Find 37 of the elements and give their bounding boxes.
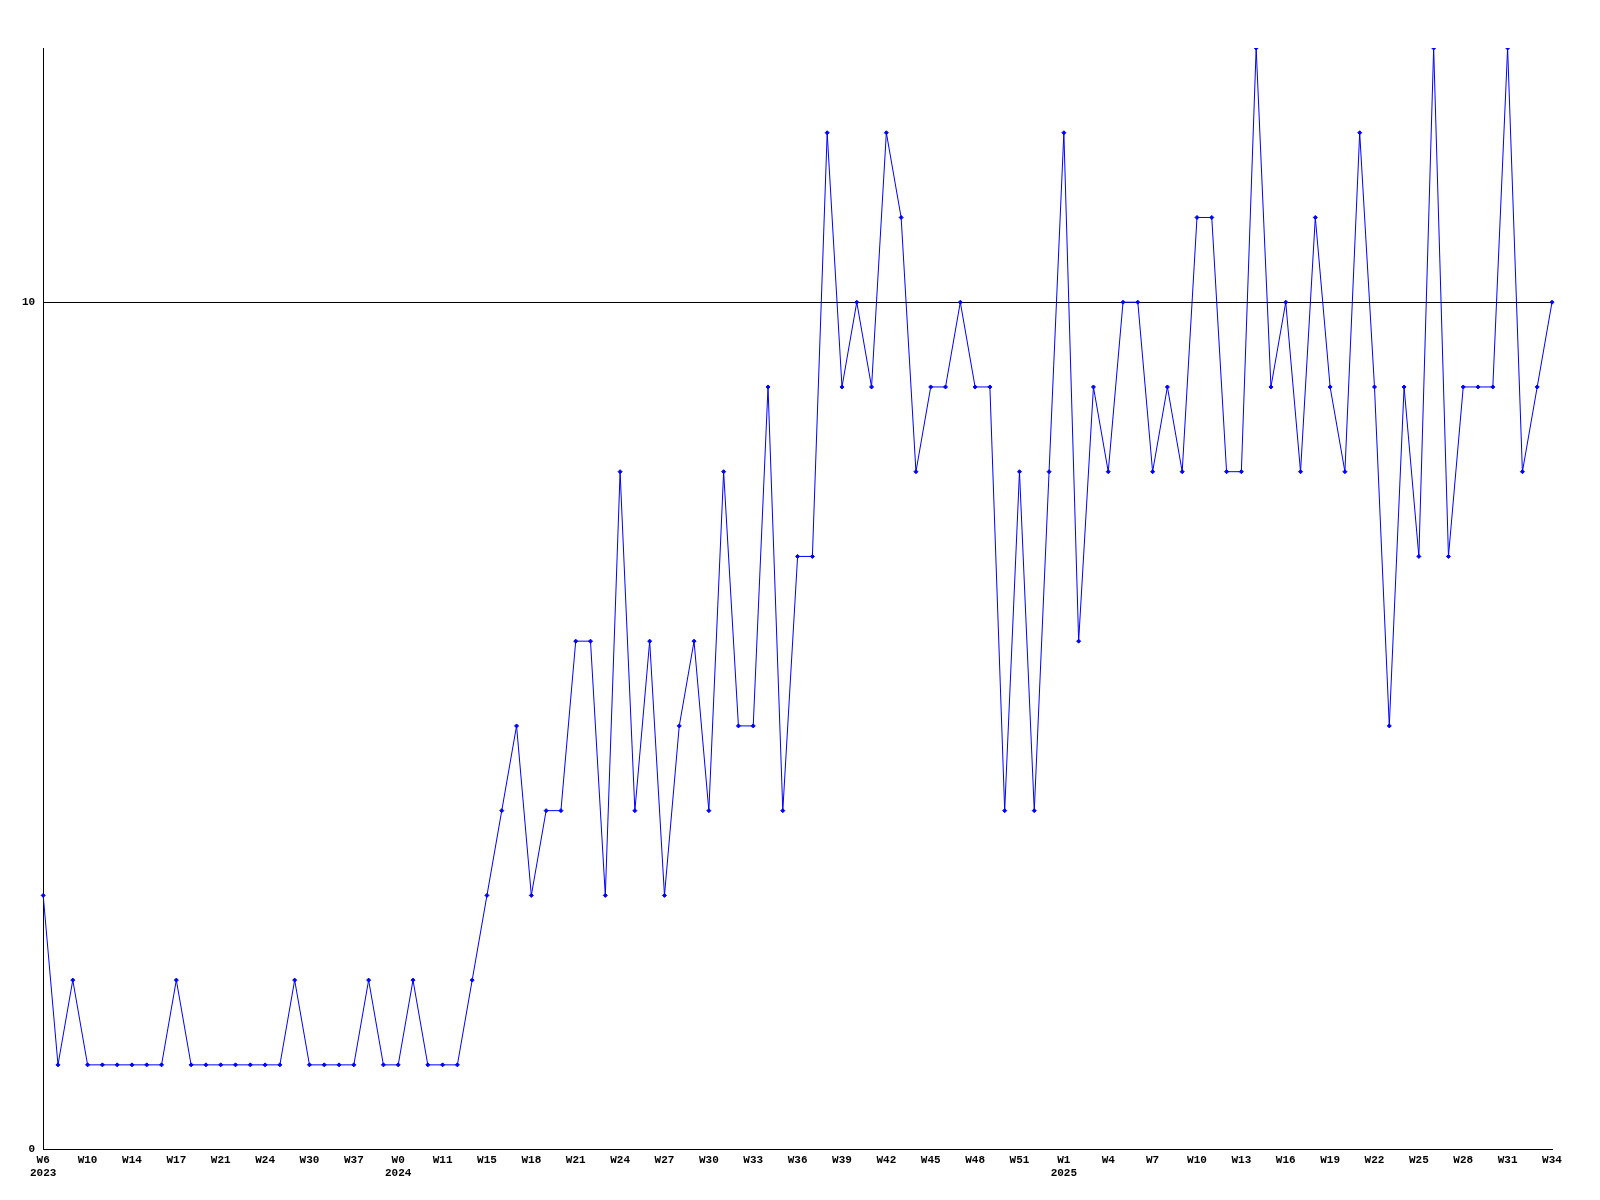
x-tick-label: W36	[787, 1153, 808, 1166]
x-tick-label: W28	[1453, 1153, 1474, 1166]
x-tick-label: W24	[255, 1153, 276, 1166]
x-tick-label: W24	[610, 1153, 631, 1166]
y-tick-label: 0	[28, 1143, 36, 1156]
x-tick-label: W13	[1231, 1153, 1252, 1166]
x-tick-label: W30	[698, 1153, 719, 1166]
x-tick-label: W1 2025	[1050, 1153, 1078, 1180]
x-tick-label: W30	[299, 1153, 320, 1166]
x-tick-label: W21	[210, 1153, 231, 1166]
x-tick-label: W0 2024	[385, 1153, 412, 1180]
x-tick-label: W45	[920, 1153, 942, 1166]
x-tick-label: W18	[521, 1153, 542, 1166]
x-tick-label: W14	[122, 1153, 143, 1166]
x-tick-label: W11	[432, 1153, 453, 1166]
x-tick-label: W27	[654, 1153, 675, 1166]
x-tick-label: W48	[965, 1153, 986, 1166]
x-tick-label: W51	[1009, 1153, 1030, 1166]
x-tick-label: W15	[477, 1153, 498, 1166]
x-tick-label: W39	[832, 1153, 852, 1166]
x-tick-label: W4	[1101, 1153, 1116, 1166]
x-tick-label: W19	[1320, 1153, 1341, 1166]
x-tick-label: W7	[1146, 1153, 1160, 1166]
x-tick-label: W21	[565, 1153, 587, 1166]
x-tick-label: W42	[876, 1153, 897, 1166]
x-tick-label: W25	[1408, 1153, 1430, 1166]
x-tick-label: W10	[77, 1153, 98, 1166]
x-tick-label: W33	[743, 1153, 764, 1166]
x-tick-label: W34	[1542, 1153, 1563, 1166]
x-tick-label: W16	[1275, 1153, 1296, 1166]
x-tick-label: W22	[1364, 1153, 1385, 1166]
x-tick-label: W37	[343, 1153, 364, 1166]
x-tick-label: W10	[1187, 1153, 1207, 1166]
y-tick-label: 10	[22, 295, 36, 308]
x-tick-label: W17	[166, 1153, 187, 1166]
x-tick-label: W31	[1497, 1153, 1518, 1166]
x-tick-label: W6 2023	[30, 1153, 57, 1180]
